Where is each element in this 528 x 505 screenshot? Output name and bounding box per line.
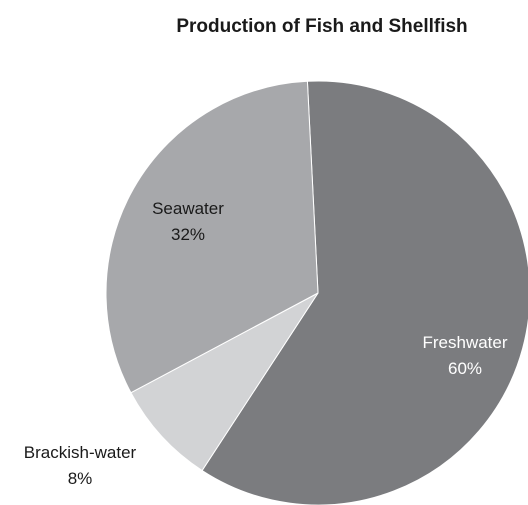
pie-slices (105, 80, 528, 505)
label-freshwater: Freshwater (422, 333, 507, 352)
chart-title: Production of Fish and Shellfish (176, 16, 467, 37)
value-brackish-water: 8% (68, 469, 93, 488)
label-brackish-water: Brackish-water (24, 443, 137, 462)
slice-seawater (105, 80, 319, 394)
value-freshwater: 60% (448, 359, 482, 378)
value-seawater: 32% (171, 225, 205, 244)
label-seawater: Seawater (152, 199, 224, 218)
slice-brackish-water (130, 292, 319, 472)
